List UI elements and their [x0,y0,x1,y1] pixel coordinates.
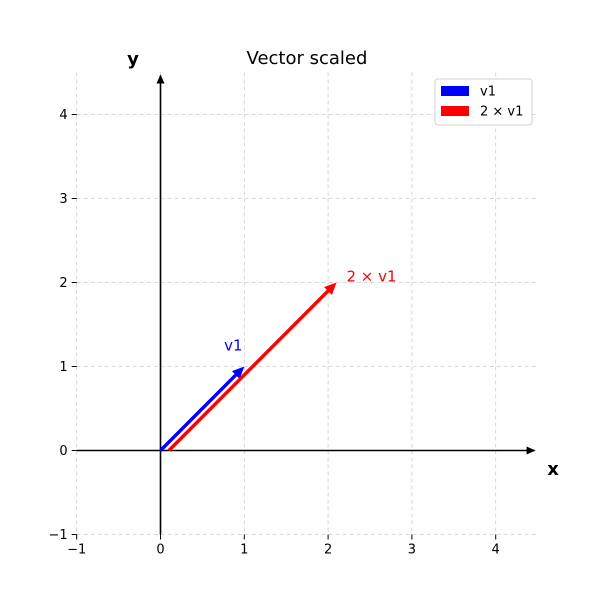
chart-title: Vector scaled [247,48,368,69]
y-tick-label: 3 [59,192,67,207]
legend-label: 2 × v1 [480,105,523,120]
ticks: −1 0 1 2 3 4 −1 0 1 2 3 4 [49,108,500,558]
y-tick-label: 0 [59,444,67,459]
legend-label: v1 [480,85,496,100]
x-tick-label: 0 [156,543,164,558]
vector-arrow-v1 [159,366,245,452]
x-tick-label: 2 [324,543,332,558]
legend-swatch [441,86,469,96]
y-tick-label: 4 [59,108,67,123]
x-tick-label: 3 [408,543,416,558]
x-tick-label: 1 [240,543,248,558]
legend-swatch [441,106,469,116]
grid-lines [76,72,538,535]
vector-label: v1 [224,337,242,355]
legend: v1 2 × v1 [434,78,533,126]
vector-labels: v1 2 × v1 [224,268,396,355]
vector-arrow-scaled-v1 [167,282,337,452]
x-axis-label: x [547,459,559,480]
y-axis-label: y [127,49,139,70]
x-tick-label: 4 [492,543,500,558]
y-tick-label: −1 [49,528,68,543]
y-tick-label: 2 [59,276,67,291]
vectors [159,282,337,452]
vector-label: 2 × v1 [346,268,396,286]
x-tick-label: −1 [67,543,86,558]
axes [76,74,536,535]
y-tick-label: 1 [59,360,67,375]
